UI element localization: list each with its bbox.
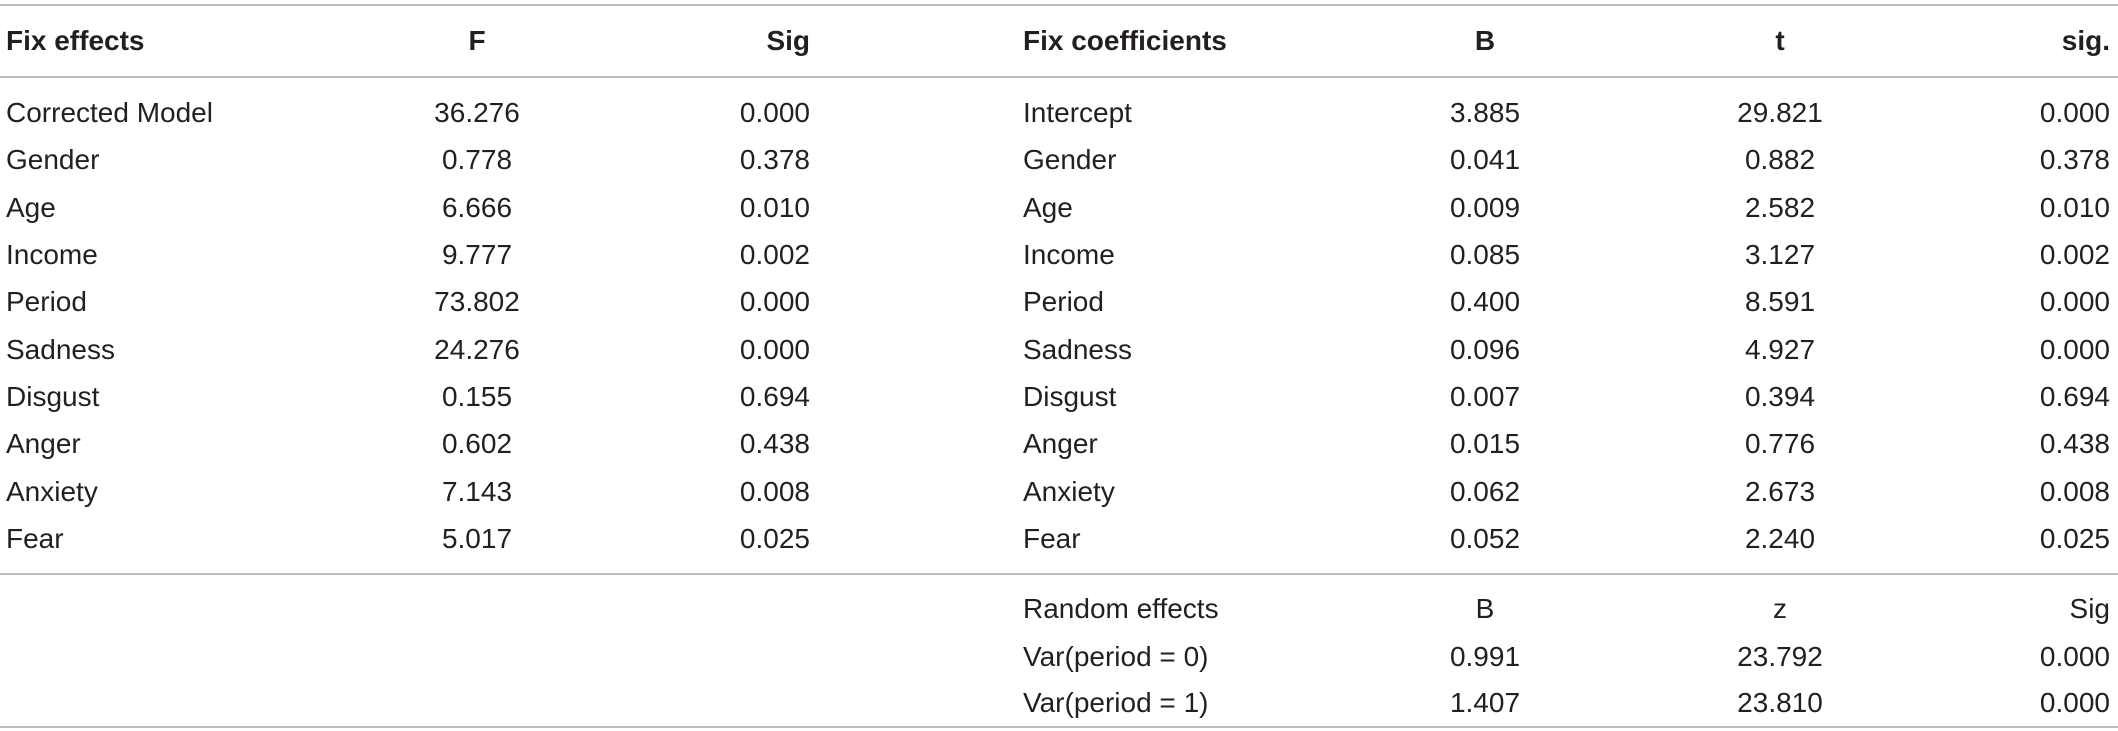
row-b: 3.885 (1449, 97, 1521, 128)
row-t: 8.591 (1744, 286, 1816, 317)
row-t: 4.927 (1744, 334, 1816, 365)
section-rule (0, 573, 2118, 575)
row-name: Disgust (6, 381, 100, 412)
header-b: B (1474, 25, 1496, 56)
row-t: 0.882 (1744, 144, 1816, 175)
row-b: 0.009 (1449, 192, 1521, 223)
random-header-b: B (1475, 593, 1495, 624)
random-row-b: 0.991 (1449, 641, 1521, 672)
random-row-sig: 0.000 (2039, 641, 2110, 672)
row-coef: Fear (1023, 523, 1081, 554)
row-f: 36.276 (434, 97, 520, 128)
row-coef: Anxiety (1023, 476, 1115, 507)
header-f: F (468, 25, 486, 56)
row-coef: Disgust (1023, 381, 1117, 412)
row-sig: 0.000 (739, 334, 810, 365)
row-sig-coef: 0.000 (2039, 334, 2110, 365)
row-coef: Anger (1023, 428, 1098, 459)
row-f: 6.666 (441, 192, 513, 223)
row-name: Income (6, 239, 98, 270)
row-b: 0.062 (1449, 476, 1521, 507)
row-sig: 0.438 (739, 428, 810, 459)
header-sig: Sig (766, 25, 810, 56)
row-name: Period (6, 286, 87, 317)
row-t: 2.582 (1744, 192, 1816, 223)
random-effects-label: Random effects (1023, 593, 1219, 624)
row-t: 2.673 (1744, 476, 1816, 507)
row-f: 5.017 (441, 523, 513, 554)
row-sig: 0.025 (739, 523, 810, 554)
row-coef: Intercept (1023, 97, 1132, 128)
row-name: Sadness (6, 334, 115, 365)
random-row-name: Var(period = 1) (1023, 687, 1209, 718)
row-b: 0.007 (1449, 381, 1521, 412)
row-sig: 0.378 (739, 144, 810, 175)
random-header-sig: Sig (2069, 593, 2110, 624)
row-name: Age (6, 192, 56, 223)
row-sig-coef: 0.025 (2039, 523, 2110, 554)
row-b: 0.400 (1449, 286, 1521, 317)
top-rule (0, 4, 2118, 6)
row-f: 7.143 (441, 476, 513, 507)
row-f: 73.802 (434, 286, 520, 317)
row-sig-coef: 0.008 (2039, 476, 2110, 507)
row-sig: 0.000 (739, 286, 810, 317)
row-b: 0.015 (1449, 428, 1521, 459)
row-sig-coef: 0.002 (2039, 239, 2110, 270)
row-name: Fear (6, 523, 64, 554)
row-f: 24.276 (434, 334, 520, 365)
row-sig: 0.694 (739, 381, 810, 412)
header-rule (0, 76, 2118, 78)
row-sig-coef: 0.000 (2039, 286, 2110, 317)
header-sig-coef: sig. (2061, 25, 2110, 56)
row-t: 3.127 (1744, 239, 1816, 270)
row-coef: Period (1023, 286, 1104, 317)
random-header-z: z (1773, 593, 1787, 624)
row-name: Anger (6, 428, 81, 459)
row-t: 2.240 (1744, 523, 1816, 554)
row-sig: 0.008 (739, 476, 810, 507)
random-row-b: 1.407 (1449, 687, 1521, 718)
row-coef: Sadness (1023, 334, 1132, 365)
bottom-rule (0, 726, 2118, 728)
header-fix-coefficients: Fix coefficients (1023, 25, 1227, 56)
row-name: Gender (6, 144, 100, 175)
row-sig: 0.010 (739, 192, 810, 223)
row-t: 29.821 (1737, 97, 1823, 128)
row-sig-coef: 0.378 (2039, 144, 2110, 175)
row-f: 0.155 (441, 381, 513, 412)
row-coef: Income (1023, 239, 1115, 270)
row-t: 0.394 (1744, 381, 1816, 412)
row-b: 0.085 (1449, 239, 1521, 270)
row-name: Anxiety (6, 476, 98, 507)
header-fix-effects: Fix effects (6, 25, 145, 56)
row-b: 0.041 (1449, 144, 1521, 175)
row-name: Corrected Model (6, 97, 213, 128)
row-coef: Age (1023, 192, 1073, 223)
row-f: 9.777 (441, 239, 513, 270)
row-b: 0.096 (1449, 334, 1521, 365)
random-row-name: Var(period = 0) (1023, 641, 1209, 672)
row-f: 0.778 (441, 144, 513, 175)
row-b: 0.052 (1449, 523, 1521, 554)
header-t: t (1775, 25, 1785, 56)
row-sig: 0.000 (739, 97, 810, 128)
row-sig: 0.002 (739, 239, 810, 270)
row-f: 0.602 (441, 428, 513, 459)
row-t: 0.776 (1744, 428, 1816, 459)
row-sig-coef: 0.010 (2039, 192, 2110, 223)
random-row-z: 23.792 (1737, 641, 1823, 672)
random-row-z: 23.810 (1737, 687, 1823, 718)
row-coef: Gender (1023, 144, 1117, 175)
row-sig-coef: 0.694 (2039, 381, 2110, 412)
row-sig-coef: 0.438 (2039, 428, 2110, 459)
row-sig-coef: 0.000 (2039, 97, 2110, 128)
random-row-sig: 0.000 (2039, 687, 2110, 718)
